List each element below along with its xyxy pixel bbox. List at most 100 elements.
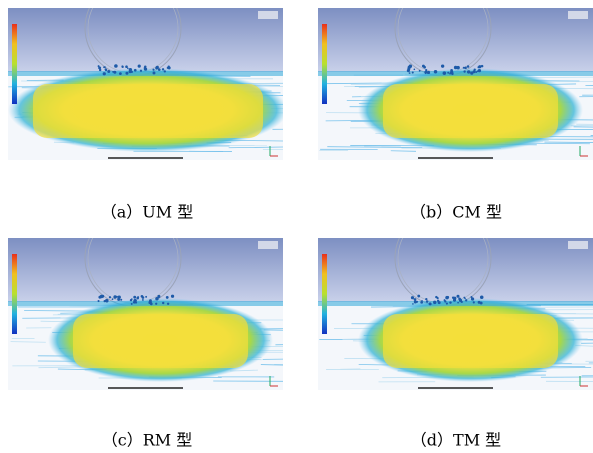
splash — [157, 294, 161, 298]
splash — [413, 298, 417, 301]
splash — [119, 73, 121, 75]
splash — [440, 64, 445, 68]
splash — [112, 70, 115, 73]
caption: （b）CM 型 — [410, 203, 502, 222]
splash — [470, 297, 475, 301]
splash — [407, 65, 411, 69]
cfd-image — [8, 238, 283, 390]
streamline — [263, 329, 283, 331]
caption: （c）RM 型 — [102, 431, 192, 450]
splash — [418, 69, 421, 72]
surface-band — [8, 71, 283, 76]
color-bar — [322, 24, 327, 104]
splash — [426, 70, 431, 75]
velocity-core — [33, 84, 263, 138]
splash — [472, 70, 476, 74]
splash — [458, 298, 463, 302]
splash — [424, 70, 428, 74]
splash — [477, 66, 480, 69]
velocity-core — [73, 314, 248, 368]
splash — [99, 294, 104, 299]
splash — [103, 300, 106, 303]
splash — [428, 302, 432, 306]
sky — [318, 8, 593, 72]
splash — [417, 294, 421, 298]
splash — [472, 301, 475, 304]
splash — [116, 295, 118, 298]
splash — [97, 300, 100, 303]
splash — [114, 64, 118, 68]
image-content — [8, 238, 283, 390]
splash — [111, 298, 114, 301]
splash — [413, 300, 417, 304]
streamline — [327, 146, 423, 149]
surface-band — [8, 301, 283, 306]
velocity-core — [383, 84, 558, 138]
image-content — [8, 8, 283, 160]
splash — [113, 70, 117, 74]
splash — [408, 72, 411, 74]
splash — [470, 71, 474, 75]
splash — [98, 66, 102, 70]
splash — [149, 299, 152, 303]
surface-band — [318, 301, 593, 306]
image-content — [318, 8, 593, 160]
splash — [157, 68, 161, 71]
splash — [480, 64, 484, 68]
splash — [121, 65, 124, 69]
splash — [411, 71, 414, 74]
splash — [425, 69, 428, 72]
splash — [128, 70, 132, 74]
logo — [258, 241, 278, 249]
splash — [125, 71, 129, 75]
splash — [107, 69, 111, 73]
splash — [133, 68, 137, 72]
splash — [161, 68, 165, 71]
splash — [127, 67, 129, 70]
surface-band — [318, 71, 593, 76]
splash — [446, 295, 450, 299]
splash — [125, 65, 128, 69]
streamline — [544, 141, 593, 143]
cfd-image — [318, 8, 593, 160]
splash — [155, 297, 159, 301]
splash — [165, 296, 169, 299]
splash — [152, 71, 156, 75]
splash — [102, 72, 106, 76]
splash — [139, 69, 143, 72]
splash — [412, 303, 414, 305]
splash — [447, 71, 450, 74]
splash — [104, 66, 106, 68]
splash — [477, 300, 481, 304]
splash — [466, 65, 470, 68]
splash — [137, 296, 140, 299]
sky — [8, 8, 283, 72]
splash — [466, 70, 471, 74]
splash — [445, 302, 448, 305]
splash — [456, 294, 460, 298]
splash — [456, 65, 460, 70]
streamline — [582, 94, 593, 96]
splash — [133, 298, 137, 303]
splash — [120, 298, 123, 301]
splash — [420, 300, 424, 304]
splash — [140, 294, 144, 298]
cfd-image — [8, 8, 283, 160]
streamline — [260, 364, 283, 366]
splash — [166, 302, 170, 305]
splash — [462, 66, 465, 69]
streamline — [570, 124, 593, 127]
splash — [463, 70, 466, 73]
splash — [104, 68, 108, 72]
splash — [141, 299, 144, 301]
splash — [435, 295, 438, 299]
splash — [105, 299, 109, 303]
splash — [163, 70, 166, 73]
streamline — [228, 146, 283, 149]
sky — [318, 238, 593, 302]
splash — [143, 67, 148, 71]
splash — [413, 68, 416, 71]
splash — [167, 66, 171, 70]
